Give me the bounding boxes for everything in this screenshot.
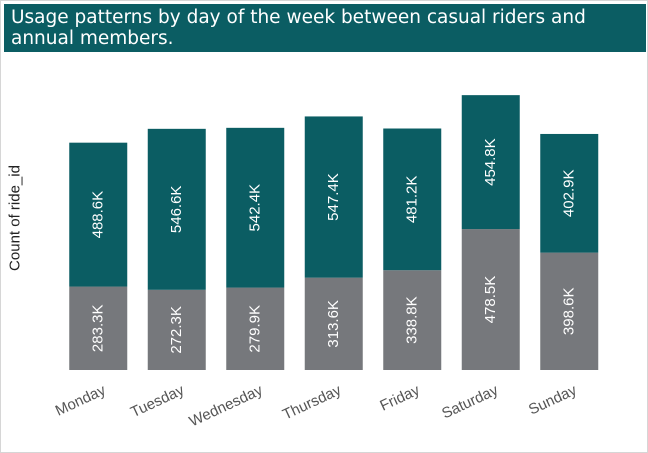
data-label-member-tuesday: 546.6K (168, 186, 185, 234)
data-label-member-wednesday: 542.4K (247, 184, 264, 232)
x-tick-label-friday: Friday (377, 381, 422, 414)
x-tick-label-tuesday: Tuesday (128, 381, 187, 421)
bar-member-sunday[interactable] (540, 133, 599, 253)
title-bar: Usage patterns by day of the week betwee… (4, 4, 646, 52)
bar-casual-thursday[interactable] (304, 277, 363, 370)
data-label-casual-friday: 338.8K (404, 296, 421, 344)
bar-member-friday[interactable] (383, 128, 442, 271)
bar-casual-wednesday[interactable] (226, 287, 285, 370)
data-label-casual-thursday: 313.6K (325, 300, 342, 348)
data-label-casual-wednesday: 279.9K (247, 305, 264, 353)
data-label-casual-sunday: 398.6K (561, 288, 578, 336)
bar-member-thursday[interactable] (304, 116, 363, 278)
x-tick-label-wednesday: Wednesday (187, 381, 266, 430)
bar-casual-friday[interactable] (383, 270, 442, 370)
data-label-casual-monday: 283.3K (90, 305, 107, 353)
data-label-member-sunday: 402.9K (561, 170, 578, 218)
data-label-member-saturday: 454.8K (482, 138, 499, 186)
bar-casual-tuesday[interactable] (147, 289, 206, 370)
data-label-casual-tuesday: 272.3K (168, 306, 185, 354)
bar-casual-monday[interactable] (69, 286, 128, 370)
data-label-casual-saturday: 478.5K (482, 276, 499, 324)
bar-casual-saturday[interactable] (461, 229, 520, 370)
chart-title: Usage patterns by day of the week betwee… (11, 7, 586, 49)
bar-member-saturday[interactable] (461, 95, 520, 230)
bar-member-monday[interactable] (69, 142, 128, 287)
data-label-member-friday: 481.2K (404, 176, 421, 224)
bar-casual-sunday[interactable] (540, 252, 599, 370)
x-tick-label-thursday: Thursday (280, 381, 344, 423)
x-tick-label-monday: Monday (53, 381, 109, 419)
x-tick-label-saturday: Saturday (439, 381, 501, 422)
bar-member-tuesday[interactable] (147, 128, 206, 290)
bar-member-wednesday[interactable] (226, 127, 285, 288)
x-tick-label-sunday: Sunday (526, 381, 580, 418)
data-label-member-thursday: 547.4K (325, 173, 342, 221)
data-label-member-monday: 488.6K (90, 191, 107, 239)
